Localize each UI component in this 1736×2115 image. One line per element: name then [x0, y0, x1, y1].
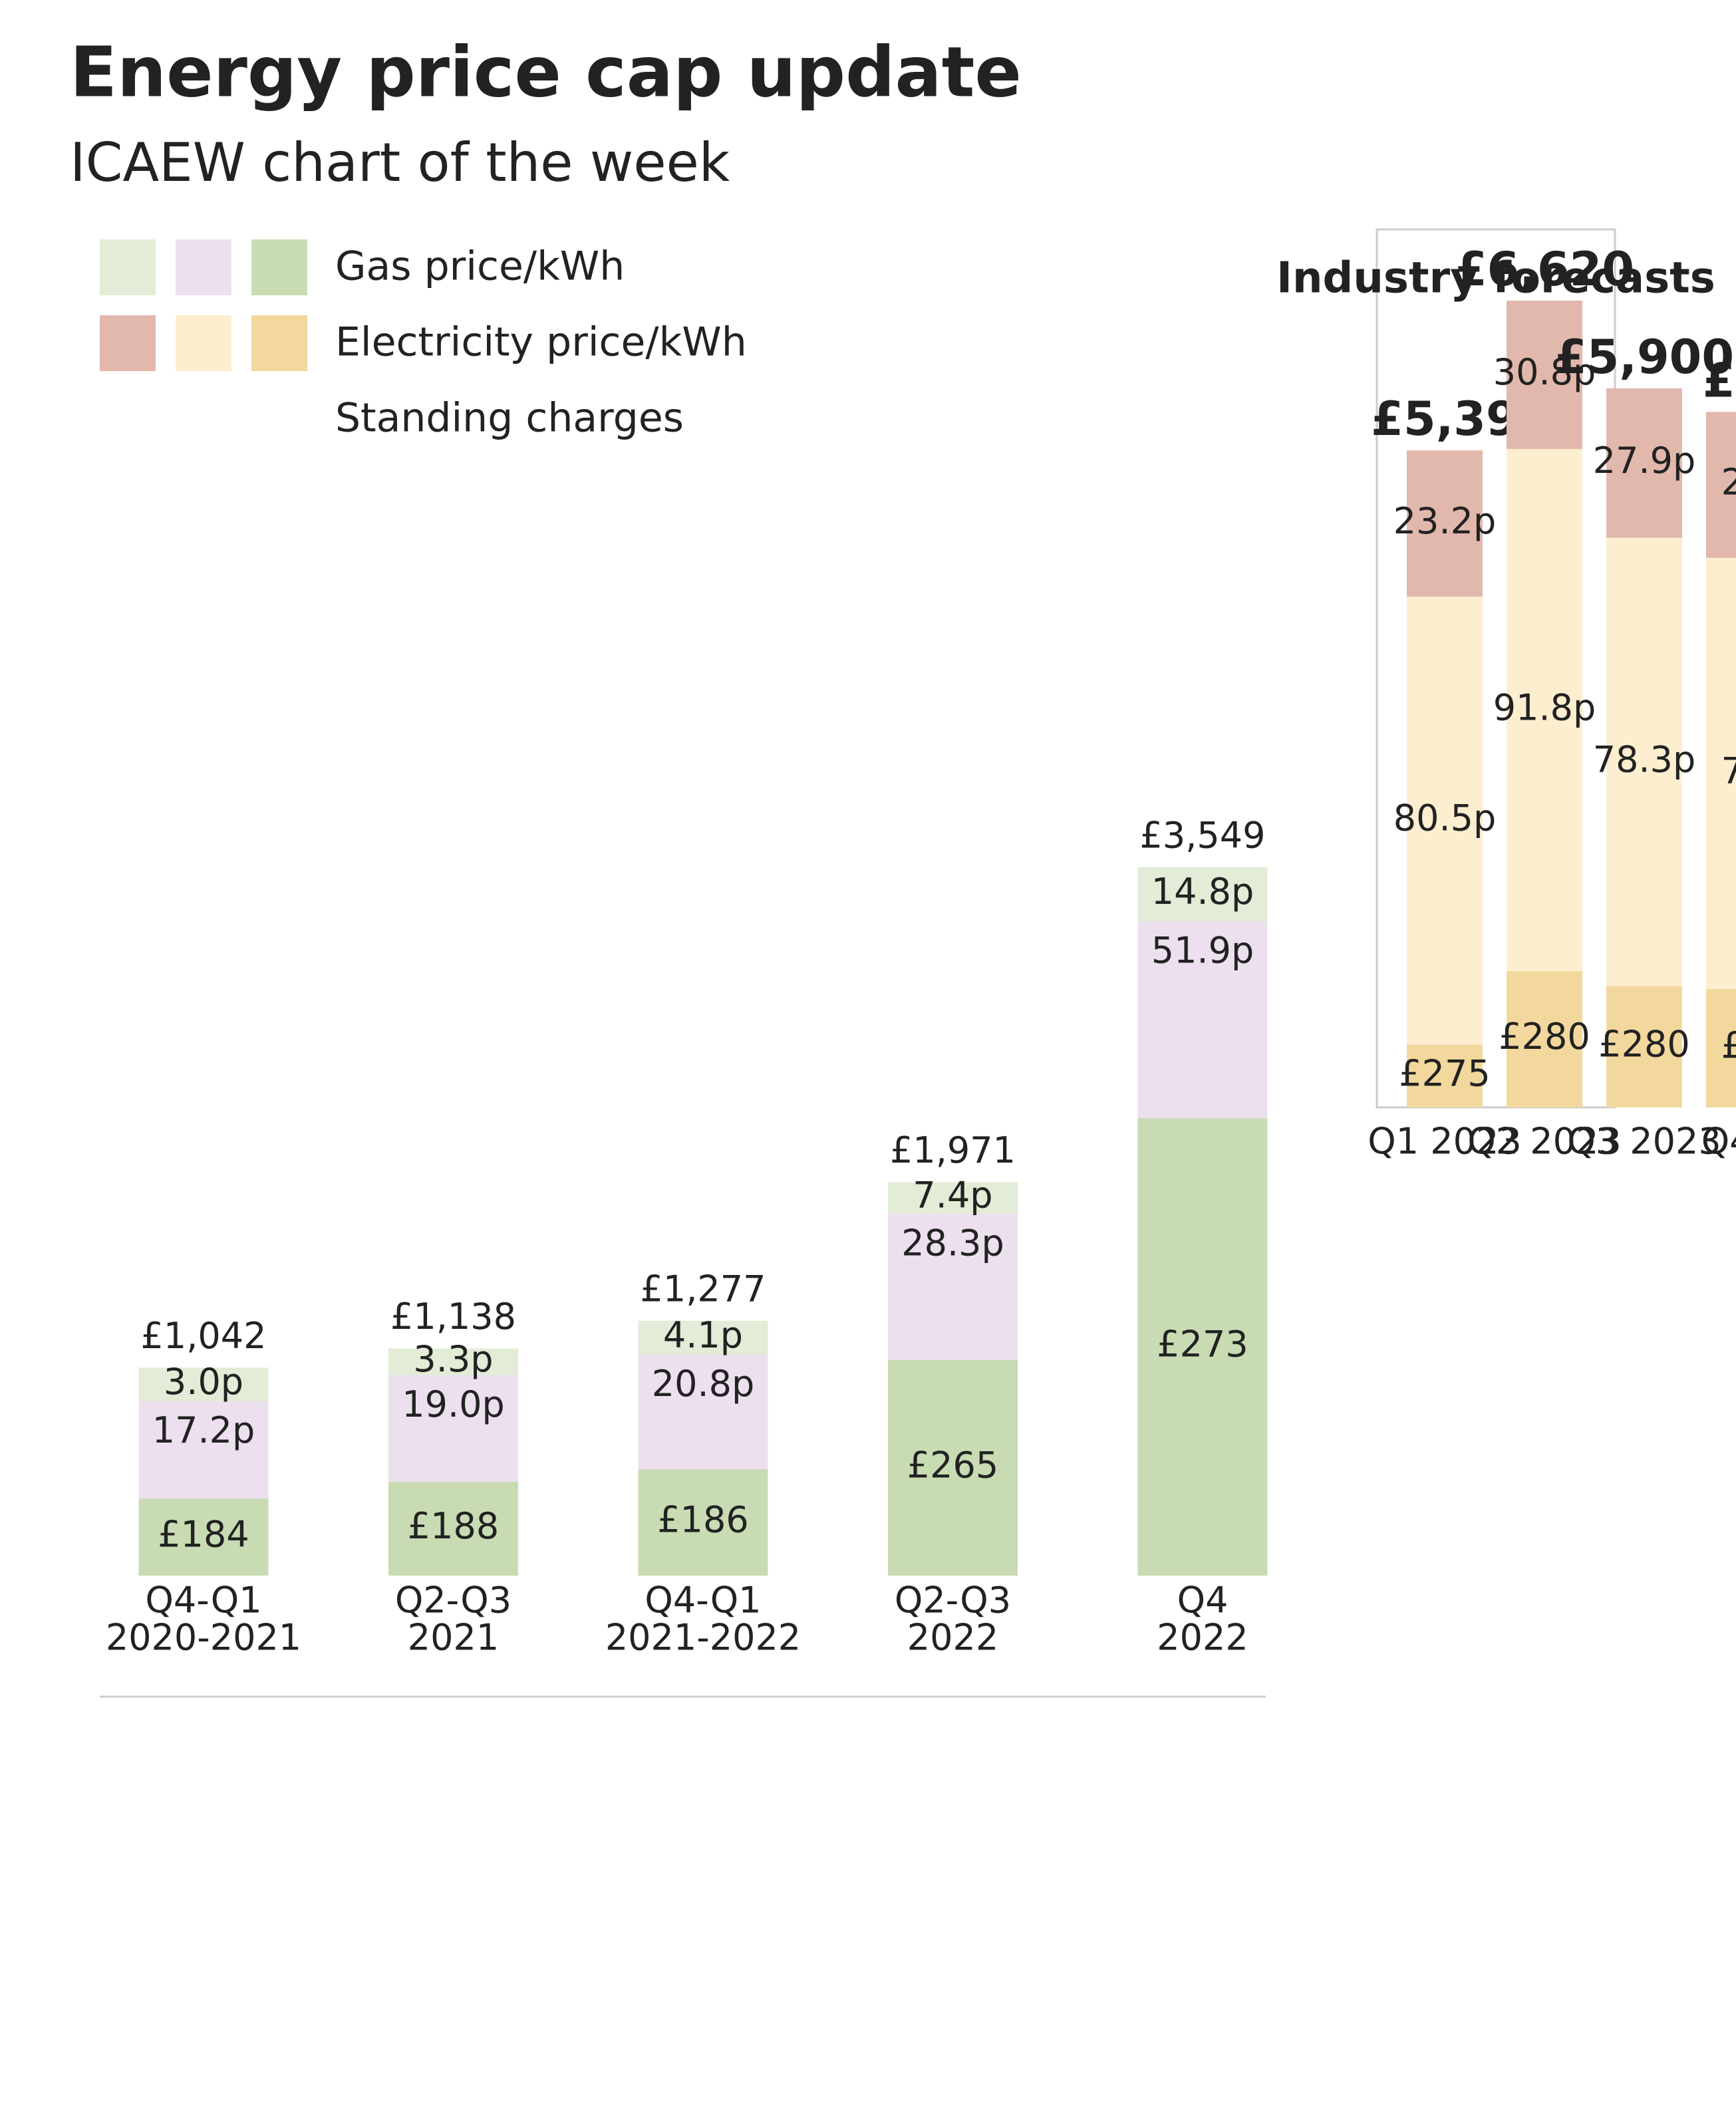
segment-label: 91.8p — [1493, 686, 1596, 728]
legend-swatch — [176, 239, 231, 295]
legend-swatch — [251, 239, 307, 295]
bar-segment — [638, 1469, 768, 1576]
segment-label: 28.3p — [901, 1222, 1004, 1264]
total-label: £6,620 — [1455, 242, 1634, 297]
segment-label: 3.3p — [413, 1338, 493, 1380]
bar-segment — [388, 1481, 518, 1576]
segment-label: £188 — [408, 1505, 499, 1547]
legend-label: Electricity price/kWh — [335, 319, 747, 366]
bar-segment — [1606, 537, 1682, 986]
bar-segment — [138, 1498, 269, 1576]
legend-swatch — [251, 315, 307, 371]
total-label: £5,900 — [1554, 330, 1734, 384]
total-label: £5, — [1703, 353, 1736, 408]
segment-label: £184 — [158, 1514, 249, 1556]
segment-label: 20.8p — [652, 1363, 755, 1405]
total-label: £1,042 — [141, 1315, 267, 1357]
bar-segment — [1706, 988, 1736, 1107]
x-tick-label: 2021-2022 — [605, 1617, 801, 1659]
total-label: £3,549 — [1140, 815, 1266, 857]
x-tick-label: Q2-Q3 — [895, 1580, 1011, 1622]
x-tick-label: Q2-Q3 — [395, 1580, 511, 1622]
segment-label: 3.0p — [164, 1361, 243, 1403]
bar-segment — [1606, 388, 1682, 538]
segment-label: 27 — [1721, 462, 1736, 503]
x-tick-label: Q4 — [1177, 1580, 1229, 1622]
bar-segment — [1507, 449, 1582, 972]
bar-segment — [388, 1348, 518, 1375]
segment-label: 14.8p — [1151, 871, 1254, 913]
bar-segment — [388, 1375, 518, 1482]
x-tick-label: 2022 — [907, 1617, 998, 1659]
total-label: £5,39 — [1371, 392, 1518, 446]
segment-label: 4.1p — [663, 1314, 743, 1356]
segment-label: 17.2p — [152, 1409, 255, 1451]
legend-label: Gas price/kWh — [335, 243, 625, 290]
segment-label: 78.3p — [1593, 738, 1696, 780]
bar-segment — [1507, 301, 1582, 450]
bar-segment — [1137, 921, 1268, 1119]
chart-subtitle: ICAEW chart of the week — [70, 132, 730, 194]
bar-segment — [638, 1320, 768, 1355]
bar-segment — [1407, 1044, 1483, 1107]
bar-segment — [1407, 450, 1483, 597]
bar-segment — [888, 1213, 1018, 1360]
segment-label: 27.9p — [1593, 440, 1696, 482]
bar-segment — [1507, 971, 1582, 1107]
chart-title: Energy price cap update — [70, 31, 1022, 112]
segment-label: 80.5p — [1393, 797, 1497, 839]
x-tick-label: Q4-Q1 — [645, 1580, 761, 1622]
bar-segment — [888, 1182, 1018, 1214]
segment-label: 79 — [1721, 750, 1736, 791]
segment-label: 19.0p — [402, 1383, 505, 1425]
x-tick-label: Q3 2023 — [1567, 1121, 1721, 1163]
bar-segment — [638, 1354, 768, 1470]
x-tick-label: Q2 2023 — [1467, 1121, 1621, 1163]
legend-label: Standing charges — [335, 395, 684, 442]
segment-label: 23.2p — [1393, 500, 1497, 542]
panel-title: Industry forecasts — [1276, 254, 1715, 303]
total-label: £1,138 — [390, 1296, 516, 1338]
x-tick-label: Q1 2023 — [1368, 1121, 1521, 1163]
legend-swatch — [100, 239, 156, 295]
segment-label: £275 — [1399, 1052, 1490, 1094]
bar-segment — [1606, 986, 1682, 1107]
bar-segment — [1706, 557, 1736, 989]
bar-segment — [1407, 597, 1483, 1045]
segment-label: 7.4p — [913, 1175, 992, 1216]
bar-segment — [1706, 412, 1736, 558]
legend-swatch — [176, 315, 231, 371]
segment-label: £280 — [1598, 1023, 1689, 1065]
x-tick-label: 2020-2021 — [106, 1617, 301, 1659]
bar-segment — [888, 1359, 1018, 1576]
segment-label: £265 — [907, 1444, 998, 1486]
bar-segment — [138, 1401, 269, 1498]
x-tick-label: Q4-Q1 — [145, 1580, 261, 1622]
segment-label: 30.8p — [1493, 351, 1596, 393]
x-tick-label: Q4 2 — [1701, 1121, 1736, 1163]
segment-label: £2 — [1721, 1025, 1736, 1067]
segment-label: £280 — [1499, 1016, 1590, 1058]
legend-swatch — [100, 315, 156, 371]
x-tick-label: 2021 — [408, 1617, 499, 1659]
total-label: £1,971 — [890, 1129, 1016, 1171]
bar-segment — [1137, 1118, 1268, 1576]
segment-label: £273 — [1157, 1324, 1248, 1365]
bar-segment — [1137, 867, 1268, 922]
bar-segment — [138, 1367, 269, 1401]
total-label: £1,277 — [641, 1268, 766, 1310]
segment-label: 51.9p — [1151, 930, 1254, 972]
x-tick-label: 2022 — [1157, 1617, 1248, 1659]
segment-label: £186 — [657, 1499, 748, 1541]
